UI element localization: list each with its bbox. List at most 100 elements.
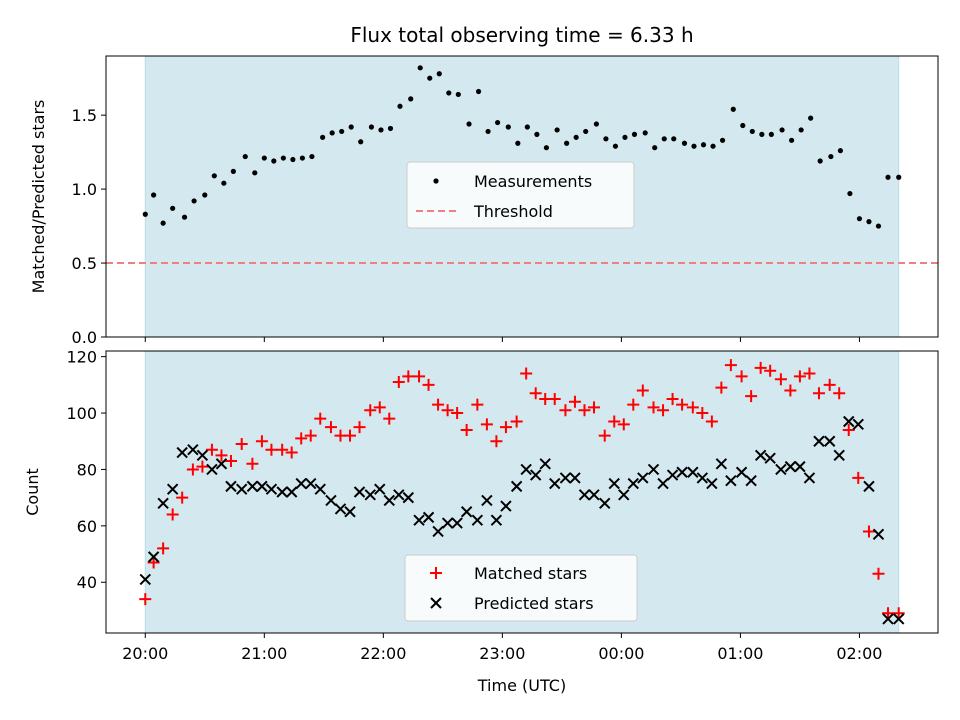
predicted-star-point (471, 514, 484, 526)
predicted-star-point (500, 500, 512, 512)
measurement-point (700, 142, 707, 148)
counts-legend: Matched stars Predicted stars (404, 554, 638, 622)
legend-matched-label: Matched stars (474, 564, 587, 583)
predicted-star-point (588, 489, 600, 501)
measurement-point (242, 153, 248, 160)
measurement-point (494, 119, 501, 126)
matched-star-point (147, 556, 160, 569)
measurement-point (466, 121, 472, 127)
matched-star-point (215, 449, 228, 462)
matched-star-point (588, 401, 601, 414)
legend-x-marker (430, 597, 442, 609)
counts-x-tick-label: 21:00 (241, 644, 287, 663)
counts-x-tick-label: 01:00 (717, 644, 763, 663)
measurement-point (299, 155, 305, 161)
matched-star-point (617, 418, 630, 431)
matched-star-point (735, 370, 748, 383)
matched-star-point (852, 471, 865, 484)
predicted-star-point (843, 415, 855, 428)
measurement-point (142, 211, 148, 217)
matched-star-point (764, 364, 777, 377)
predicted-star-point (529, 469, 542, 481)
predicted-star-point (578, 489, 591, 501)
predicted-star-point (147, 551, 160, 563)
predicted-star-point (176, 446, 188, 459)
predicted-star-point (325, 494, 337, 507)
matched-star-point (784, 384, 797, 397)
measurement-point (191, 198, 197, 204)
ratio-y-axis-label: Matched/Predicted stars (29, 100, 48, 294)
predicted-star-point (364, 489, 376, 501)
measurement-point (387, 125, 394, 132)
counts-x-tick-label: 02:00 (836, 644, 882, 663)
counts-x-axis: 20:00 21:00 22:00 23:00 00:00 01:00 02:00 (122, 633, 882, 663)
measurement-point (485, 128, 491, 135)
predicted-star-point (235, 483, 248, 495)
measurement-point (554, 127, 560, 133)
ratio-legend: Measurements Threshold (406, 161, 635, 229)
x-axis-label: Time (UTC) (477, 676, 566, 695)
matched-star-point (295, 432, 308, 445)
matched-star-point (490, 435, 503, 448)
chart-title: Flux total observing time = 6.33 h (350, 23, 693, 47)
measurement-point (817, 158, 823, 164)
predicted-star-point (344, 506, 356, 518)
counts-axes-frame (105, 350, 939, 634)
measurement-point (759, 131, 765, 137)
measurement-point (408, 96, 414, 102)
measurement-point (875, 223, 882, 229)
counts-y-tick-label: 40 (77, 573, 97, 592)
measurement-point (524, 124, 530, 130)
predicted-star-point (265, 483, 278, 495)
measurement-point (455, 91, 461, 98)
predicted-star-point (706, 477, 718, 490)
predicted-star-point (187, 443, 199, 456)
measurement-point (427, 75, 433, 81)
measurement-point (221, 180, 227, 186)
matched-star-point (324, 421, 337, 434)
measurement-point (642, 130, 648, 136)
measurement-point (505, 124, 511, 130)
measurement-point (631, 131, 638, 137)
ratio-x-ticks (144, 337, 860, 342)
measurement-point (593, 121, 599, 127)
predicted-star-point (657, 477, 669, 490)
matched-star-point (205, 443, 218, 456)
matched-star-point (715, 381, 728, 394)
counts-x-tick-label: 23:00 (479, 644, 525, 663)
ratio-y-axis: 0.0 0.5 1.0 1.5 (72, 106, 106, 347)
predicted-star-point (833, 449, 845, 462)
predicted-star-point (784, 460, 797, 473)
measurement-point (798, 127, 804, 133)
predicted-star-point (745, 475, 757, 487)
predicted-star-point (735, 466, 748, 478)
measurement-point (779, 127, 785, 133)
measurement-point (202, 192, 208, 198)
measurement-point (515, 140, 521, 146)
counts-legend-box (404, 554, 638, 622)
measurement-point (475, 88, 482, 95)
matched-star-point (705, 415, 718, 428)
measurement-point (329, 130, 335, 136)
ratio-y-tick-label: 0.0 (72, 328, 97, 347)
predicted-star-point (374, 483, 386, 495)
measurement-point (271, 158, 277, 164)
measurement-point (181, 214, 188, 220)
counts-y-axis: 40 60 80 100 120 (66, 348, 106, 592)
predicted-star-point (481, 494, 493, 507)
matched-star-point (304, 429, 317, 442)
measurement-point (280, 155, 286, 161)
ratio-legend-box (406, 161, 635, 229)
measurement-point (710, 143, 716, 149)
matched-star-point (578, 404, 591, 417)
matched-star-point (666, 392, 679, 405)
measurement-point (603, 136, 609, 142)
matched-star-point (892, 607, 905, 620)
matched-star-point (627, 398, 640, 411)
matched-star-point (157, 542, 170, 555)
matched-star-point (460, 423, 473, 436)
predicted-star-point (490, 514, 503, 526)
matched-star-point (255, 435, 268, 448)
matched-star-point (833, 387, 846, 400)
measurement-point (446, 90, 452, 96)
